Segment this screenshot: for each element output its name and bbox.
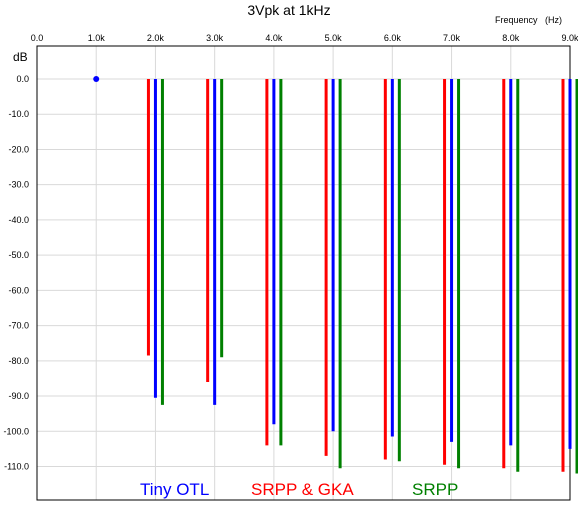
y-tick-label: -100.0 [3, 426, 29, 436]
grid-layer [37, 46, 570, 500]
y-tick-label: -110.0 [4, 462, 29, 472]
y-tick-label: -80.0 [8, 356, 29, 366]
legend-entry: SRPP & GKA [251, 480, 354, 499]
y-tick-label: -10.0 [8, 109, 29, 119]
x-tick-label: 4.0k [265, 33, 283, 43]
y-tick-label: -60.0 [8, 285, 29, 295]
x-tick-label: 3.0k [206, 33, 224, 43]
x-tick-label: 0.0 [31, 33, 44, 43]
x-tick-label: 7.0k [443, 33, 461, 43]
x-axis-label: Frequency (Hz) [495, 15, 562, 25]
legend-entry: SRPP [412, 480, 459, 499]
x-tick-label: 5.0k [325, 33, 343, 43]
y-tick-label: -30.0 [8, 180, 29, 190]
y-tick-label: -20.0 [8, 144, 29, 154]
y-tick-label: -70.0 [8, 321, 29, 331]
x-tick-label: 1.0k [88, 33, 106, 43]
axis-layer: 0.0 1.0k 2.0k 3.0k 4.0k 5.0k 6.0k 7.0k 8.0k 9.0k 0… [3, 15, 578, 501]
x-tick-label: 9.0k [561, 33, 578, 43]
y-tick-label: -90.0 [8, 391, 29, 401]
x-tick-label: 2.0k [147, 33, 165, 43]
chart-title: 3Vpk at 1kHz [247, 2, 331, 18]
y-axis-label: dB [13, 50, 28, 64]
bar-layer [93, 76, 578, 474]
x-tick-label: 8.0k [502, 33, 520, 43]
y-tick-label: 0.0 [16, 74, 29, 84]
fundamental-point [93, 76, 100, 82]
y-tick-label: -40.0 [8, 215, 29, 225]
legend-entry: Tiny OTL [140, 480, 210, 499]
y-tick-label: -50.0 [8, 250, 29, 260]
x-tick-label: 6.0k [384, 33, 402, 43]
